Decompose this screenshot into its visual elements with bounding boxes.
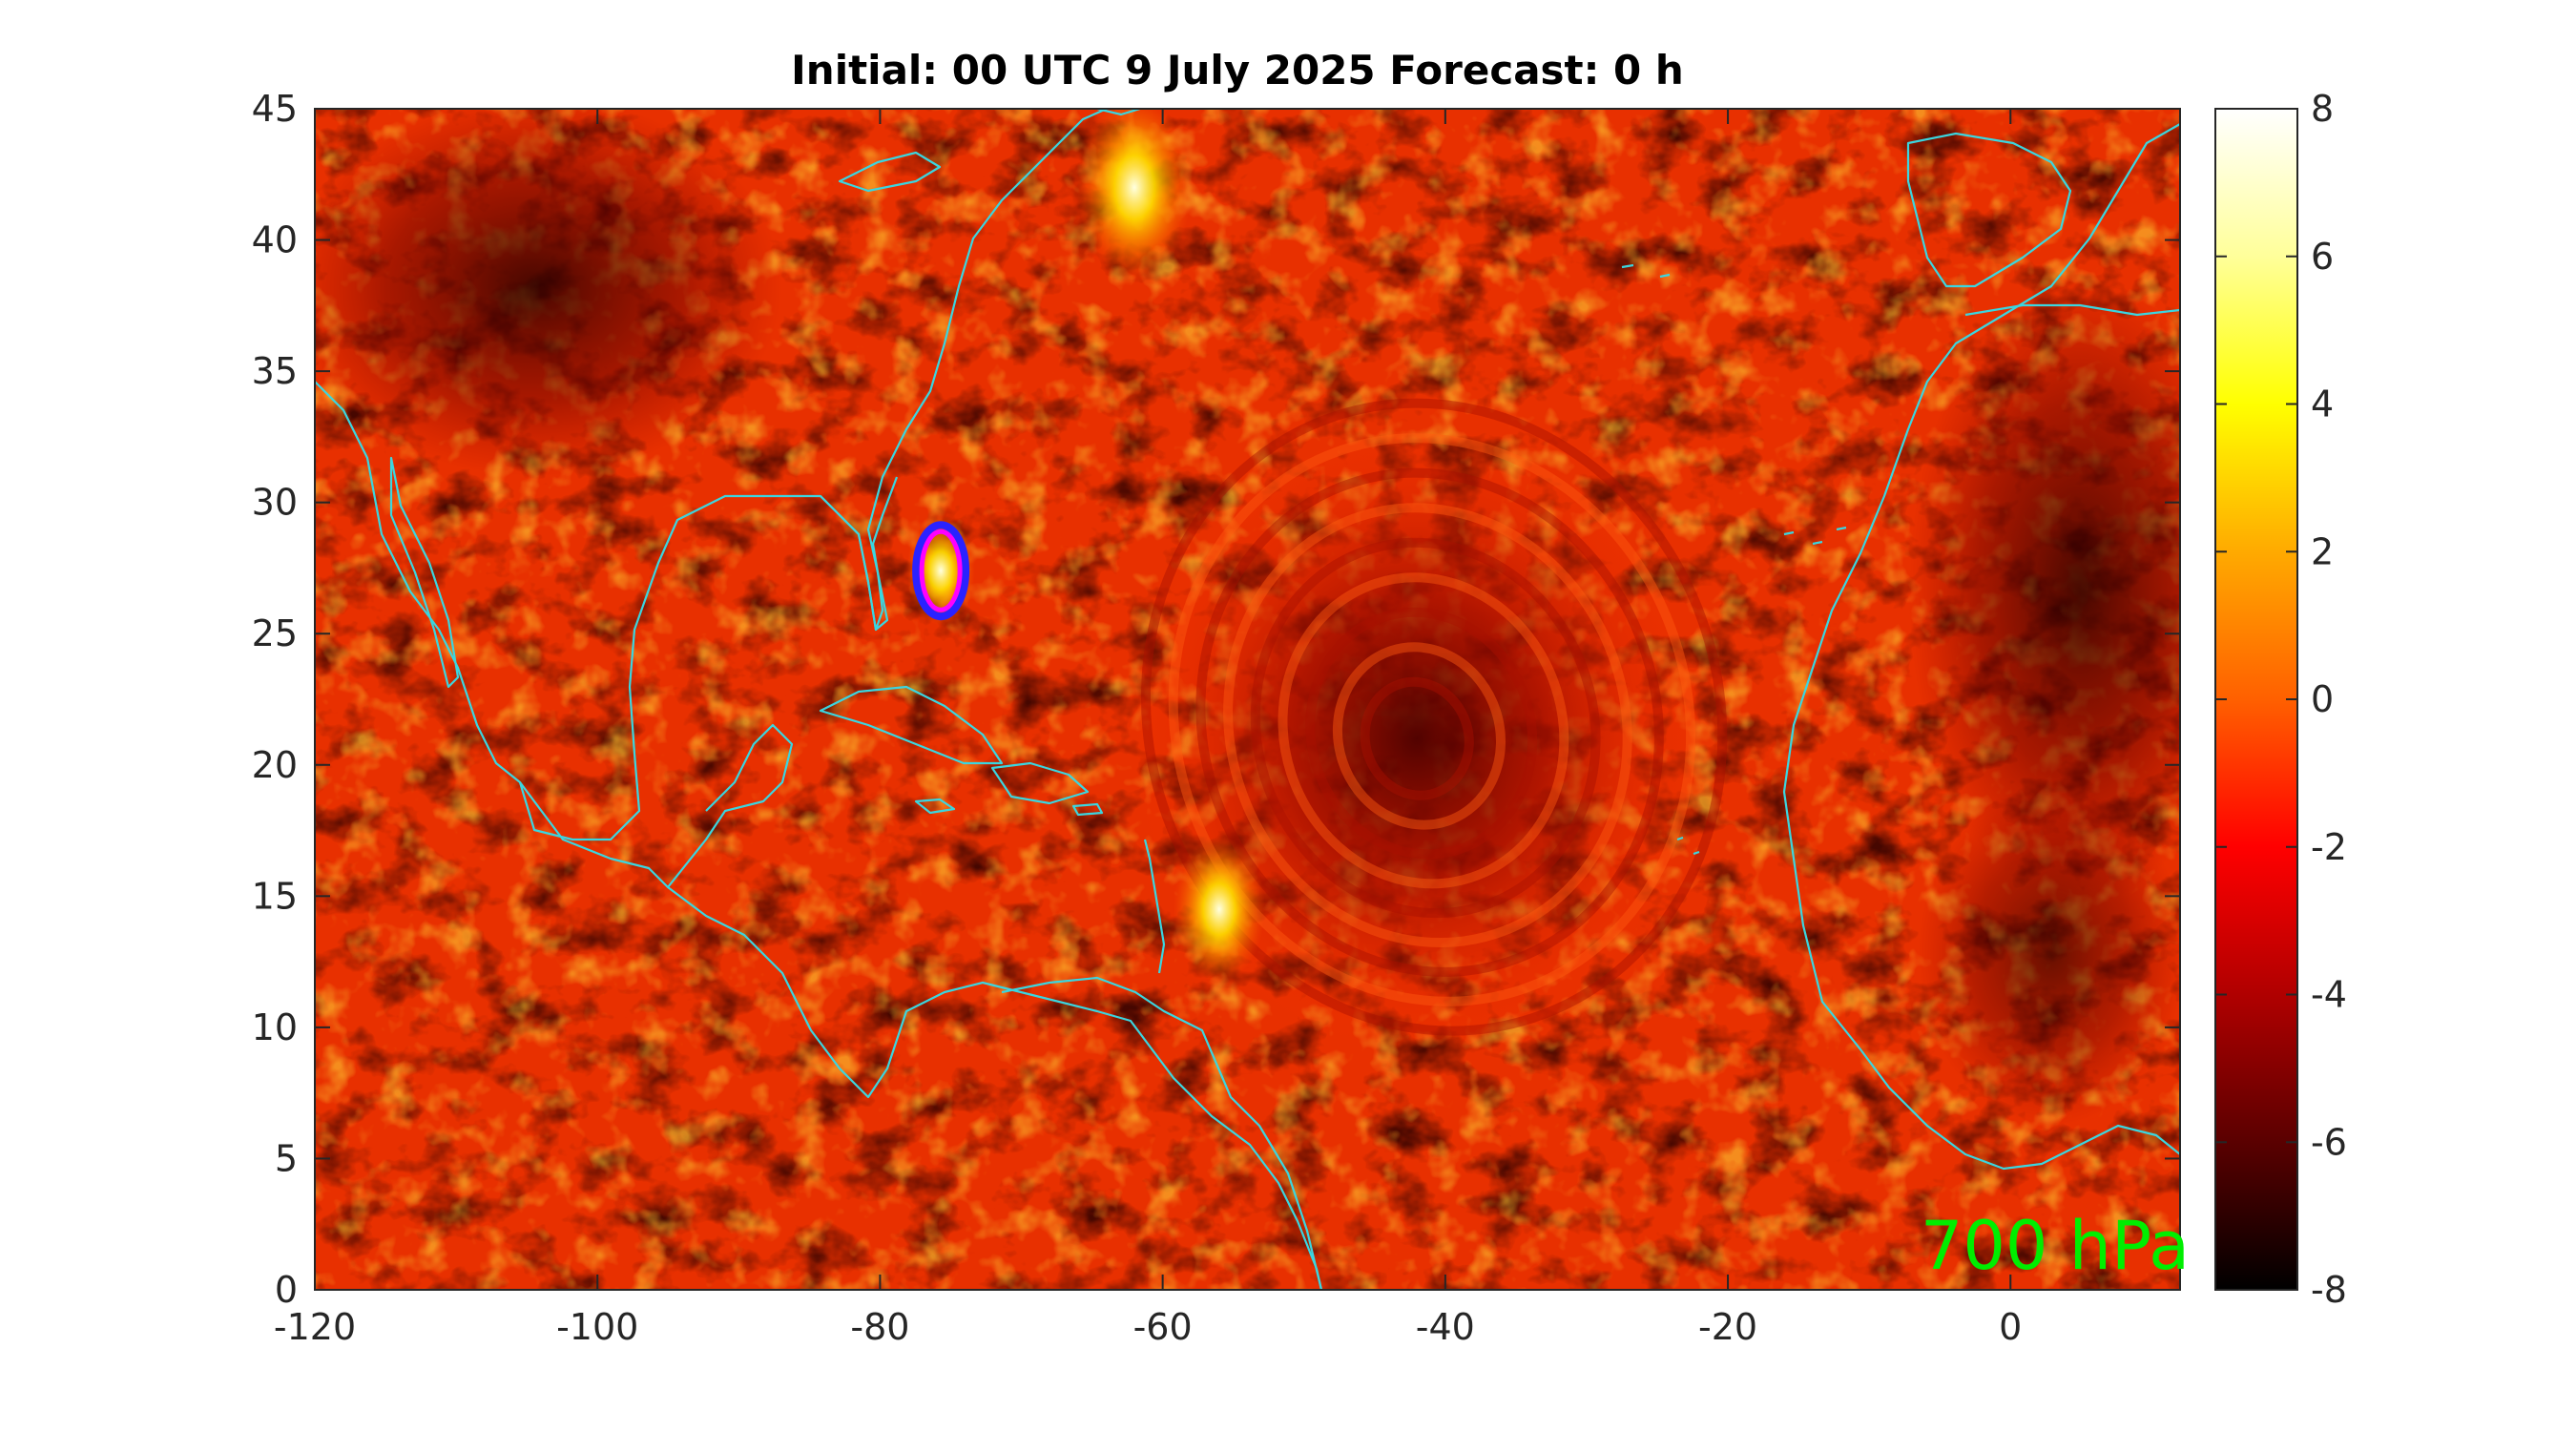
coastline-baja — [389, 456, 460, 689]
gyre-ring — [1250, 537, 1601, 919]
colorbar-tick-label: 0 — [2311, 678, 2334, 720]
x-axis: -120 -100 -80 -60 -40 -20 0 — [274, 109, 2022, 1348]
coastline-cuba — [819, 685, 1004, 765]
colorbar-tick-label: -8 — [2311, 1269, 2347, 1311]
gyre-ring — [1195, 467, 1664, 977]
storm-marker — [912, 521, 970, 621]
coastlines — [315, 109, 2180, 1290]
coastline-puerto-rico — [1071, 802, 1104, 817]
coastline-yucatan — [667, 723, 794, 888]
warm-spot — [1077, 109, 1192, 280]
map-plot-area — [315, 109, 2180, 1290]
x-tick-label: -20 — [1698, 1306, 1757, 1348]
x-tick-label: -100 — [556, 1306, 638, 1348]
colorbar-tick-label: 4 — [2311, 384, 2334, 425]
y-tick-label: 45 — [252, 88, 298, 130]
coastline-hispaniola — [990, 761, 1090, 805]
dark-region-africa — [1908, 277, 2180, 906]
gyre-ring — [1168, 433, 1696, 1006]
colorbar-tick-label: 8 — [2311, 88, 2334, 130]
colorbar: 8 6 4 2 0 -2 -4 -6 -8 — [2214, 88, 2347, 1311]
gyre-ring — [1332, 642, 1506, 830]
x-tick-label: -60 — [1133, 1306, 1193, 1348]
coastline-south-america — [1001, 976, 1323, 1290]
coastline-lesser-antilles — [1143, 839, 1166, 974]
coastline-north-america — [315, 109, 1108, 841]
storm-marker-outer-ring — [912, 521, 970, 621]
y-tick-label: 30 — [252, 482, 298, 524]
y-tick-label: 40 — [252, 219, 298, 261]
colorbar-tick-label: -2 — [2311, 826, 2347, 868]
y-tick-label: 15 — [252, 875, 298, 917]
coastline-canary-islands — [1783, 526, 1847, 546]
warm-spot — [1173, 836, 1265, 983]
gyre-ring — [1223, 503, 1632, 948]
coastline-iberia — [1906, 132, 2072, 288]
gyre-ring — [1140, 398, 1728, 1036]
gyre-core — [1131, 424, 1704, 1054]
coastline-mediterranean — [1964, 303, 2180, 317]
colorbar-tick-label: 2 — [2311, 530, 2334, 572]
dark-region-north-america — [315, 109, 782, 477]
y-tick-label: 5 — [275, 1137, 298, 1179]
y-tick-label: 25 — [252, 612, 298, 654]
storm-marker-inner-ring — [919, 529, 963, 612]
coastline-newfoundland — [838, 109, 1141, 193]
coastline-jamaica — [914, 798, 956, 815]
gyre-ring — [1278, 572, 1569, 889]
figure-title: Initial: 00 UTC 9 July 2025 Forecast: 0 … — [791, 47, 1684, 93]
coastline-europe-africa — [1782, 123, 2180, 1171]
gyre-ring — [1360, 676, 1474, 800]
y-axis: 0 5 10 15 20 25 30 35 40 45 — [252, 88, 2180, 1311]
x-tick-label: -120 — [274, 1306, 356, 1348]
coastline-azores — [1621, 263, 1671, 279]
colorbar-tick-label: -6 — [2311, 1121, 2347, 1163]
gyre-ring — [1305, 607, 1538, 860]
coastline-florida — [820, 476, 899, 632]
colorbar-gradient — [2214, 108, 2298, 1291]
gyre-feature — [1131, 398, 1728, 1054]
y-tick-label: 35 — [252, 350, 298, 392]
y-tick-label: 20 — [252, 744, 298, 786]
coastline-central-america — [519, 781, 1323, 1290]
x-tick-label: -40 — [1416, 1306, 1475, 1348]
dark-region-africa-south — [1918, 782, 2180, 1126]
colorbar-tick-label: 6 — [2311, 236, 2334, 278]
y-tick-label: 0 — [275, 1269, 298, 1311]
x-tick-label: 0 — [1999, 1306, 2022, 1348]
colorbar-tick-label: -4 — [2311, 974, 2347, 1016]
colorbar-ticks: 8 6 4 2 0 -2 -4 -6 -8 — [2215, 88, 2347, 1311]
plot-frame — [314, 108, 2181, 1291]
y-tick-label: 10 — [252, 1006, 298, 1048]
level-label: 700 hPa — [1921, 1207, 2190, 1285]
x-tick-label: -80 — [850, 1306, 909, 1348]
coastline-cape-verde — [1676, 836, 1700, 856]
